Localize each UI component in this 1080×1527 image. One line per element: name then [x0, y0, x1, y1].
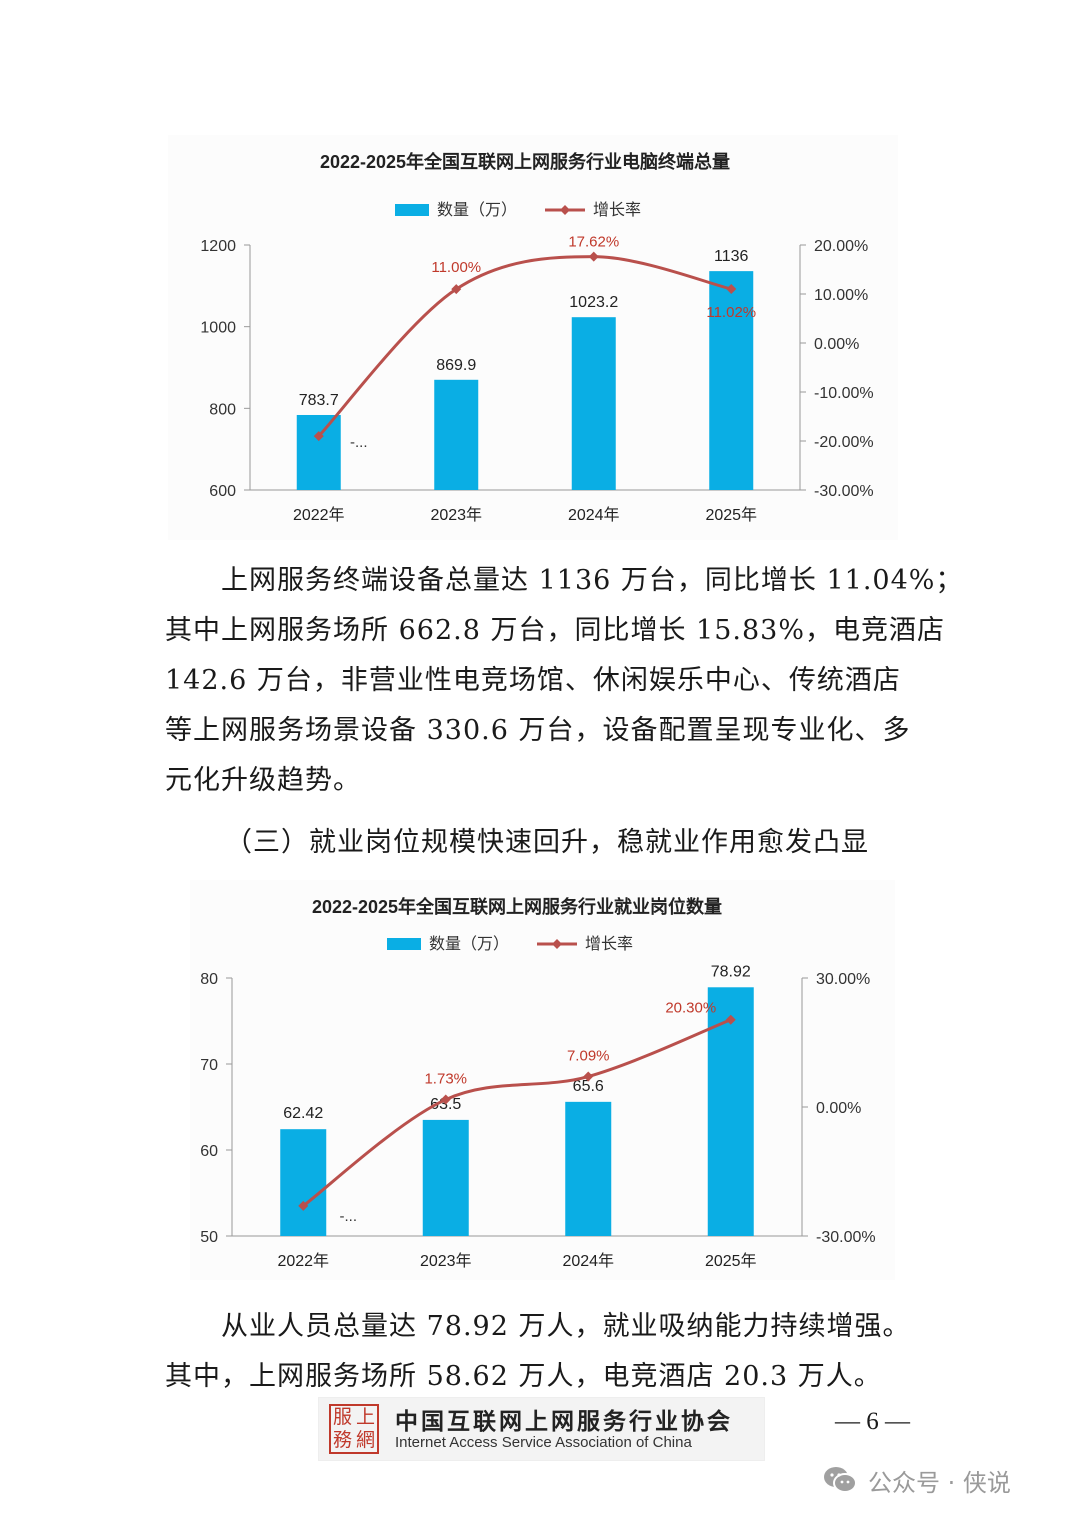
right-tick-label: -20.00%	[814, 434, 874, 451]
association-name-cn: 中国互联网上网服务行业协会	[395, 1408, 733, 1435]
left-tick-label: 800	[209, 401, 236, 418]
right-tick-label: -10.00%	[814, 385, 874, 402]
bar-value-label: 869.9	[436, 357, 476, 374]
bar	[280, 1129, 327, 1236]
bar-value-label: 62.42	[283, 1105, 323, 1122]
bar-value-label: 78.92	[711, 963, 751, 980]
chart-title: 2022-2025年全国互联网上网服务行业电脑终端总量	[320, 151, 730, 172]
growth-rate-line	[302, 1018, 732, 1208]
left-tick-label: 60	[200, 1143, 218, 1160]
category-label: 2025年	[705, 1252, 757, 1270]
category-label: 2024年	[568, 506, 620, 524]
growth-rate-point	[451, 284, 462, 295]
growth-rate-point	[588, 251, 599, 262]
left-tick-label: 50	[200, 1229, 218, 1246]
seal-char: 務	[332, 1429, 352, 1451]
growth-rate-point	[440, 1094, 451, 1105]
growth-rate-point	[298, 1200, 309, 1211]
legend-bar-label: 数量（万）	[437, 201, 517, 219]
association-logo: 服 上 務 網 中国互联网上网服务行业协会 Internet Access Se…	[318, 1397, 765, 1461]
category-label: 2023年	[420, 1252, 472, 1270]
growth-rate-label: 17.62%	[568, 234, 619, 251]
right-tick-label: 10.00%	[814, 287, 868, 304]
wechat-icon	[824, 1467, 857, 1493]
bar-value-label: 783.7	[299, 392, 339, 409]
growth-rate-point	[726, 284, 737, 295]
section-heading: （三）就业岗位规模快速回升，稳就业作用愈发凸显	[225, 827, 869, 858]
legend-bar-swatch	[387, 938, 421, 950]
wechat-watermark: 公众号 · 侠说	[822, 1458, 1011, 1502]
right-tick-label: -30.00%	[816, 1229, 876, 1246]
right-tick-label: 0.00%	[814, 336, 859, 353]
bar-value-label: 65.6	[573, 1078, 604, 1095]
growth-rate-point	[313, 431, 324, 442]
growth-rate-label: 11.02%	[706, 304, 756, 321]
bar	[565, 1101, 612, 1236]
seal-char: 上	[355, 1406, 375, 1428]
paragraph-line: 等上网服务场景设备 330.6 万台，设备配置呈现专业化、多	[165, 715, 911, 746]
bar	[707, 987, 754, 1236]
bar-value-label: 1136	[714, 248, 749, 265]
bar	[709, 271, 754, 490]
chart-title: 2022-2025年全国互联网上网服务行业就业岗位数量	[312, 896, 722, 917]
paragraph-line: 上网服务终端设备总量达 1136 万台，同比增长 11.04%；	[221, 565, 964, 596]
category-label: 2023年	[430, 506, 482, 524]
growth-rate-label: 11.00%	[431, 259, 481, 276]
bar	[422, 1119, 469, 1236]
association-name-en: Internet Access Service Association of C…	[395, 1434, 692, 1451]
seal-char: 網	[355, 1429, 375, 1451]
growth-rate-label: -...	[340, 1208, 358, 1225]
category-label: 2022年	[293, 506, 345, 524]
bar-value-label: 1023.2	[569, 294, 618, 311]
category-label: 2024年	[562, 1252, 614, 1270]
right-tick-label: 0.00%	[816, 1100, 861, 1117]
legend-line-label: 增长率	[593, 201, 641, 219]
right-tick-label: 30.00%	[816, 971, 870, 988]
growth-rate-label: 20.30%	[665, 1000, 716, 1017]
page-number: — 6 —	[835, 1408, 910, 1435]
bar	[571, 317, 616, 490]
growth-rate-line	[317, 255, 732, 438]
legend-bar-swatch	[395, 204, 429, 216]
left-tick-label: 1000	[200, 320, 236, 337]
legend-bar-label: 数量（万）	[429, 935, 509, 953]
growth-rate-point	[583, 1071, 594, 1082]
paragraph-line: 其中，上网服务场所 58.62 万人，电竞酒店 20.3 万人。	[165, 1361, 882, 1392]
bar	[434, 379, 479, 490]
paragraph-line: 其中上网服务场所 662.8 万台，同比增长 15.83%，电竞酒店	[165, 615, 945, 646]
right-tick-label: 20.00%	[814, 238, 868, 255]
left-tick-label: 70	[200, 1057, 218, 1074]
seal-char: 服	[332, 1406, 352, 1428]
bar	[296, 414, 341, 490]
terminal-paragraph: 上网服务终端设备总量达 1136 万台，同比增长 11.04%； 其中上网服务场…	[165, 556, 964, 806]
watermark-text: 公众号 · 侠说	[868, 1468, 1011, 1497]
legend-line-label: 增长率	[585, 935, 633, 953]
left-tick-label: 80	[200, 971, 218, 988]
growth-rate-label: -...	[350, 434, 368, 451]
growth-rate-label: 7.09%	[567, 1048, 610, 1065]
employment-chart: 2022-2025年全国互联网上网服务行业就业岗位数量数量（万） 增长率 50 60 7…	[190, 880, 895, 1280]
category-label: 2022年	[277, 1252, 329, 1270]
left-tick-label: 600	[209, 483, 236, 500]
terminal-count-chart: 2022-2025年全国互联网上网服务行业电脑终端总量数量（万） 增长率 600 80…	[168, 135, 898, 540]
association-seal: 服 上 務 網	[329, 1404, 379, 1454]
left-tick-label: 1200	[200, 238, 236, 255]
paragraph-line: 元化升级趋势。	[165, 765, 361, 796]
legend-line-marker	[560, 205, 570, 215]
category-label: 2025年	[705, 506, 757, 524]
right-tick-label: -30.00%	[814, 483, 874, 500]
growth-rate-point	[725, 1014, 736, 1025]
legend-line-marker	[552, 939, 562, 949]
growth-rate-label: 1.73%	[424, 1071, 467, 1088]
paragraph-line: 142.6 万台，非营业性电竞场馆、休闲娱乐中心、传统酒店	[165, 665, 901, 696]
employment-paragraph: 从业人员总量达 78.92 万人，就业吸纳能力持续增强。 其中，上网服务场所 5…	[165, 1302, 925, 1402]
paragraph-line: 从业人员总量达 78.92 万人，就业吸纳能力持续增强。	[221, 1311, 911, 1342]
